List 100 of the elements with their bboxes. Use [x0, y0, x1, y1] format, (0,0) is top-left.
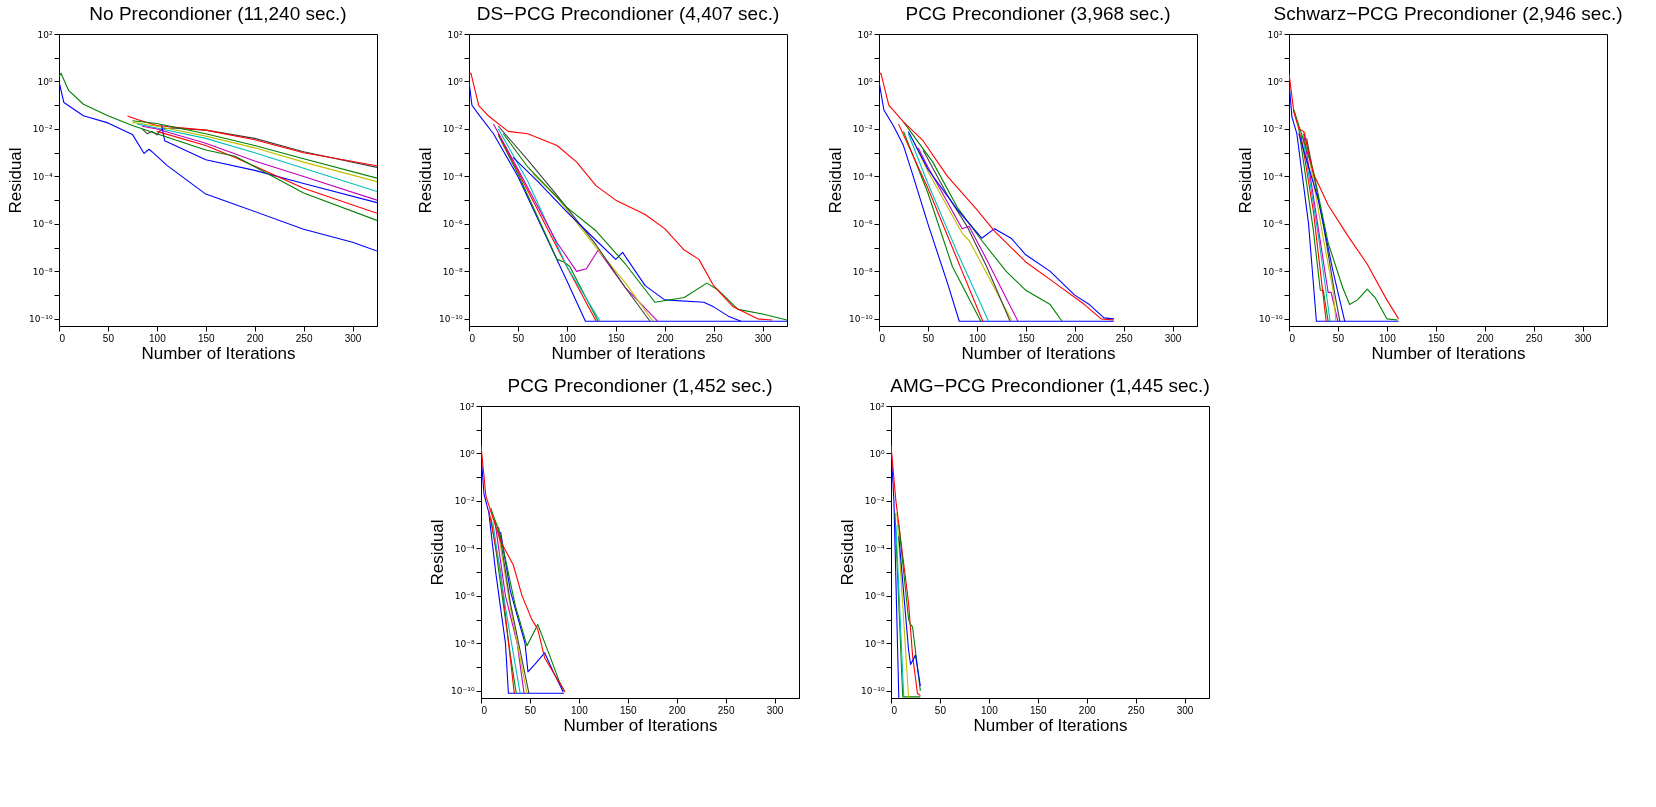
y-tick-label: 10⁻²: [32, 124, 53, 135]
y-tick-label: 10⁰: [447, 76, 463, 87]
x-tick-label: 300: [754, 332, 772, 344]
y-tick-label: 10⁻⁶: [454, 591, 475, 602]
chart-title: PCG Precondioner (1,452 sec.): [507, 375, 773, 396]
x-tick-label: 300: [766, 704, 784, 716]
x-axis-title: Number of Iterations: [563, 715, 718, 735]
y-axis-title: Residual: [1236, 147, 1256, 214]
x-tick-label: 300: [1176, 704, 1194, 716]
y-tick-label: 10⁻⁶: [1262, 219, 1283, 230]
x-tick-label: 200: [668, 704, 686, 716]
x-tick-label: 250: [705, 332, 723, 344]
x-tick-label: 100: [149, 332, 167, 344]
y-tick-label: 10⁻⁸: [852, 266, 873, 277]
x-axis-title: Number of Iterations: [961, 343, 1116, 363]
y-tick-label: 10⁻⁶: [32, 219, 53, 230]
y-tick-label: 10⁻⁴: [852, 171, 873, 182]
x-tick-label: 100: [571, 704, 589, 716]
x-axis-title: Number of Iterations: [1371, 343, 1526, 363]
y-tick-label: 10⁰: [857, 76, 873, 87]
x-tick-label: 0: [879, 332, 886, 344]
x-tick-label: 50: [922, 332, 935, 344]
x-axis-title: Number of Iterations: [973, 715, 1128, 735]
y-tick-label: 10²: [37, 29, 53, 40]
y-tick-label: 10⁻¹⁰: [861, 686, 885, 697]
x-tick-label: 200: [1078, 704, 1096, 716]
y-tick-label: 10⁻¹⁰: [451, 686, 475, 697]
x-tick-label: 100: [969, 332, 987, 344]
x-tick-label: 300: [344, 332, 362, 344]
x-tick-label: 200: [1476, 332, 1494, 344]
x-tick-label: 250: [1115, 332, 1133, 344]
x-tick-label: 100: [1379, 332, 1397, 344]
y-tick-label: 10²: [447, 29, 463, 40]
chart-title: No Precondioner (11,240 sec.): [89, 3, 347, 24]
y-axis-title: Residual: [6, 147, 26, 214]
y-tick-label: 10⁻⁴: [1262, 171, 1283, 182]
y-axis-title: Residual: [826, 147, 846, 214]
x-tick-label: 0: [59, 332, 66, 344]
x-tick-label: 50: [1332, 332, 1345, 344]
x-tick-label: 250: [717, 704, 735, 716]
y-tick-label: 10⁻⁶: [442, 219, 463, 230]
y-tick-label: 10⁻²: [1262, 124, 1283, 135]
y-tick-label: 10⁻⁸: [442, 266, 463, 277]
x-tick-label: 100: [559, 332, 577, 344]
x-tick-label: 300: [1164, 332, 1182, 344]
x-tick-label: 0: [481, 704, 488, 716]
x-tick-label: 0: [469, 332, 476, 344]
y-tick-label: 10⁻⁴: [442, 171, 463, 182]
y-tick-label: 10⁻⁸: [454, 638, 475, 649]
y-tick-label: 10²: [1267, 29, 1283, 40]
x-tick-label: 0: [1289, 332, 1296, 344]
x-axis-title: Number of Iterations: [141, 343, 296, 363]
chart-title: AMG−PCG Precondioner (1,445 sec.): [890, 375, 1210, 396]
x-tick-label: 50: [102, 332, 115, 344]
x-tick-label: 150: [1427, 332, 1446, 344]
y-tick-label: 10⁻⁸: [1262, 266, 1283, 277]
x-tick-label: 200: [1066, 332, 1084, 344]
y-tick-label: 10⁻⁶: [852, 219, 873, 230]
x-tick-label: 150: [197, 332, 216, 344]
x-tick-label: 250: [295, 332, 313, 344]
y-tick-label: 10⁻²: [442, 124, 463, 135]
y-tick-label: 10⁰: [869, 448, 885, 459]
x-tick-label: 100: [981, 704, 999, 716]
x-tick-label: 150: [1029, 704, 1048, 716]
y-tick-label: 10⁻¹⁰: [849, 314, 873, 325]
chart-title: Schwarz−PCG Precondioner (2,946 sec.): [1273, 3, 1623, 24]
chart-title: PCG Precondioner (3,968 sec.): [905, 3, 1171, 24]
x-tick-label: 50: [524, 704, 537, 716]
y-tick-label: 10⁻⁸: [864, 638, 885, 649]
y-axis-title: Residual: [428, 519, 448, 586]
y-tick-label: 10²: [869, 401, 885, 412]
x-tick-label: 150: [607, 332, 626, 344]
y-tick-label: 10⁻²: [454, 496, 475, 507]
y-tick-label: 10⁻⁴: [32, 171, 53, 182]
x-tick-label: 150: [619, 704, 638, 716]
y-tick-label: 10⁰: [37, 76, 53, 87]
y-tick-label: 10⁻⁸: [32, 266, 53, 277]
y-tick-label: 10⁰: [459, 448, 475, 459]
y-tick-label: 10⁻²: [852, 124, 873, 135]
y-tick-label: 10⁻²: [864, 496, 885, 507]
y-tick-label: 10⁰: [1267, 76, 1283, 87]
x-tick-label: 250: [1127, 704, 1145, 716]
x-tick-label: 200: [246, 332, 264, 344]
x-tick-label: 250: [1525, 332, 1543, 344]
y-tick-label: 10²: [857, 29, 873, 40]
x-tick-label: 0: [891, 704, 898, 716]
y-tick-label: 10⁻¹⁰: [439, 314, 463, 325]
y-axis-title: Residual: [838, 519, 858, 586]
x-tick-label: 300: [1574, 332, 1592, 344]
y-tick-label: 10⁻⁶: [864, 591, 885, 602]
x-tick-label: 200: [656, 332, 674, 344]
x-axis-title: Number of Iterations: [551, 343, 706, 363]
y-tick-label: 10⁻⁴: [864, 543, 885, 554]
x-tick-label: 50: [934, 704, 947, 716]
y-tick-label: 10²: [459, 401, 475, 412]
chart-title: DS−PCG Precondioner (4,407 sec.): [476, 3, 780, 24]
y-tick-label: 10⁻⁴: [454, 543, 475, 554]
y-tick-label: 10⁻¹⁰: [29, 314, 53, 325]
y-tick-label: 10⁻¹⁰: [1259, 314, 1283, 325]
x-tick-label: 50: [512, 332, 525, 344]
